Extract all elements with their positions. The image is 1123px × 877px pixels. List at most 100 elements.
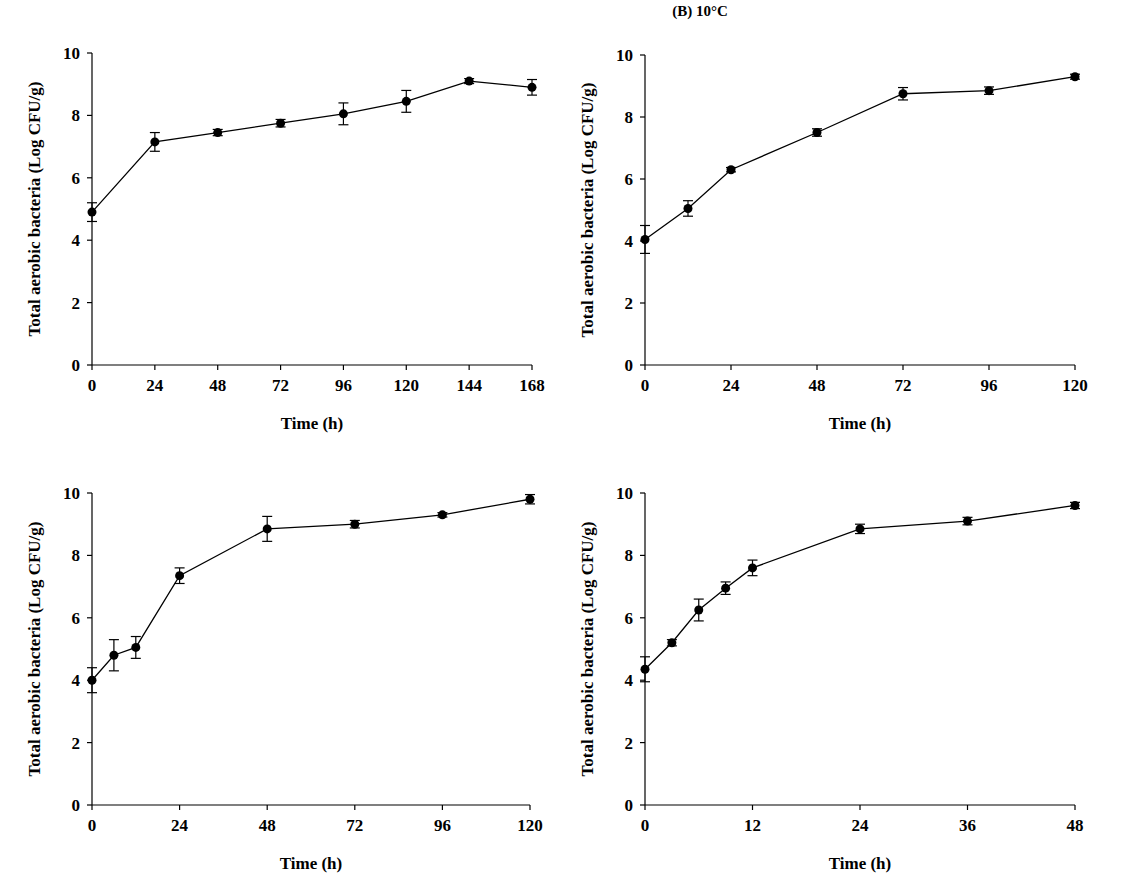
y-axis-label: Total aerobic bacteria (Log CFU/g)	[25, 522, 44, 777]
y-axis-label: Total aerobic bacteria (Log CFU/g)	[578, 83, 597, 338]
point	[213, 128, 222, 137]
error-cap	[683, 216, 693, 217]
error-bar	[131, 637, 141, 659]
y-tick-label: 10	[63, 44, 80, 63]
point	[88, 676, 97, 685]
point	[985, 86, 994, 95]
panel-title: (B) 10°C	[672, 3, 728, 20]
x-tick	[1074, 805, 1075, 810]
x-tick	[859, 805, 860, 810]
error-cap	[640, 225, 650, 226]
error-bar	[812, 129, 822, 136]
point	[1071, 72, 1080, 81]
error-bar	[150, 133, 160, 152]
point	[694, 606, 703, 615]
error-cap	[131, 658, 141, 659]
x-axis	[92, 364, 532, 365]
error-cap	[109, 639, 119, 640]
point	[899, 89, 908, 98]
x-tick-label: 0	[641, 816, 650, 835]
error-cap	[338, 124, 348, 125]
y-tick	[640, 742, 645, 743]
point	[263, 524, 272, 533]
plot-data	[87, 77, 537, 222]
x-tick	[644, 365, 645, 370]
line	[92, 81, 532, 212]
x-tick	[967, 805, 968, 810]
error-bar	[721, 582, 731, 594]
x-tick-label: 24	[723, 376, 741, 395]
line	[645, 505, 1075, 669]
error-cap	[721, 581, 731, 582]
x-tick-label: 48	[809, 376, 826, 395]
error-cap	[338, 102, 348, 103]
error-cap	[694, 620, 704, 621]
y-tick	[87, 302, 92, 303]
x-tick-label: 72	[272, 376, 289, 395]
y-axis-label: Total aerobic bacteria (Log CFU/g)	[578, 522, 597, 777]
point	[526, 495, 535, 504]
error-bar	[350, 520, 360, 527]
error-bar	[276, 119, 286, 126]
x-tick-label: 0	[641, 376, 650, 395]
y-tick	[640, 680, 645, 681]
error-cap	[87, 667, 97, 668]
error-cap	[150, 151, 160, 152]
y-tick-label: 10	[63, 484, 80, 503]
point	[109, 651, 118, 660]
point	[528, 83, 537, 92]
error-cap	[748, 559, 758, 560]
error-cap	[131, 636, 141, 637]
point	[1071, 501, 1080, 510]
y-tick-label: 2	[72, 734, 81, 753]
y-tick-label: 8	[625, 546, 634, 565]
y-tick	[87, 177, 92, 178]
point	[339, 109, 348, 118]
x-tick-label: 48	[259, 816, 276, 835]
x-tick	[902, 365, 903, 370]
x-tick-label: 144	[456, 376, 482, 395]
point	[465, 77, 474, 86]
y-tick-label: 0	[625, 356, 634, 375]
y-tick-label: 6	[72, 609, 81, 628]
y-tick-label: 6	[72, 169, 81, 188]
error-bar	[87, 203, 97, 222]
error-cap	[175, 567, 185, 568]
point	[641, 235, 650, 244]
error-cap	[150, 132, 160, 133]
point	[131, 643, 140, 652]
point	[963, 517, 972, 526]
y-tick	[87, 240, 92, 241]
error-cap	[640, 656, 650, 657]
y-tick	[640, 555, 645, 556]
y-tick-label: 4	[72, 671, 81, 690]
y-tick-label: 8	[625, 108, 634, 127]
y-tick	[87, 364, 92, 365]
point	[438, 510, 447, 519]
error-cap	[898, 87, 908, 88]
x-tick	[988, 365, 989, 370]
y-tick	[640, 178, 645, 179]
x-tick	[529, 805, 530, 810]
x-tick-label: 0	[88, 376, 97, 395]
line	[92, 499, 530, 680]
error-cap	[721, 594, 731, 595]
panel: 0246810024487296120144168Time (h)Total a…	[25, 44, 545, 433]
x-tick	[469, 365, 470, 370]
y-tick	[640, 302, 645, 303]
point	[175, 571, 184, 580]
y-axis	[644, 493, 645, 805]
x-tick-label: 96	[335, 376, 352, 395]
error-bar	[175, 568, 185, 584]
x-tick-label: 24	[146, 376, 164, 395]
x-tick	[91, 365, 92, 370]
x-tick	[752, 805, 753, 810]
error-bar	[525, 495, 535, 504]
error-bar	[694, 599, 704, 621]
y-tick-label: 4	[72, 231, 81, 250]
x-tick-label: 24	[852, 816, 870, 835]
x-tick	[217, 365, 218, 370]
point	[856, 524, 865, 533]
y-tick-label: 2	[625, 734, 634, 753]
x-tick-label: 12	[744, 816, 761, 835]
